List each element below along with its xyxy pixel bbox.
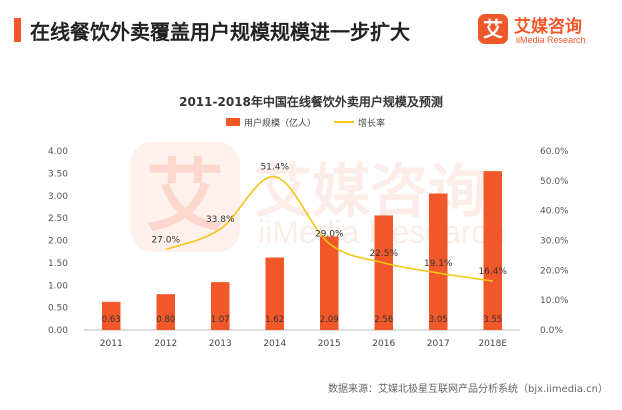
growth-label: 19.1% xyxy=(424,259,453,269)
growth-label: 33.8% xyxy=(206,215,235,225)
y-tick-label: 3.50 xyxy=(48,169,68,179)
bar-value-label: 1.62 xyxy=(265,315,284,325)
x-tick-label: 2018E xyxy=(478,339,507,349)
bar-value-label: 2.09 xyxy=(320,315,339,325)
y2-tick-label: 50.0% xyxy=(540,177,569,187)
growth-label: 27.0% xyxy=(151,235,180,245)
growth-line xyxy=(165,175,493,282)
bar-value-label: 3.05 xyxy=(429,315,448,325)
x-tick-label: 2013 xyxy=(209,339,232,349)
bar xyxy=(210,282,230,330)
title-accent-bar xyxy=(14,18,21,42)
bar-value-label: 1.07 xyxy=(211,315,230,325)
logo-mark-icon: 艾 xyxy=(478,14,508,44)
growth-label: 29.0% xyxy=(315,229,344,239)
bar-value-label: 3.55 xyxy=(483,315,502,325)
x-tick-label: 2017 xyxy=(427,339,450,349)
x-tick-label: 2014 xyxy=(263,339,286,349)
y-tick-label: 2.50 xyxy=(48,214,68,224)
y2-tick-label: 30.0% xyxy=(540,237,569,247)
bar xyxy=(265,257,285,330)
growth-label: 16.4% xyxy=(478,267,507,277)
y2-tick-label: 40.0% xyxy=(540,207,569,217)
bar xyxy=(319,236,339,330)
legend-line-swatch xyxy=(334,121,354,123)
page-title: 在线餐饮外卖覆盖用户规模规模进一步扩大 xyxy=(30,20,410,44)
bar xyxy=(483,171,503,330)
growth-label: 22.5% xyxy=(369,249,398,259)
y-tick-label: 2.00 xyxy=(48,237,68,247)
y2-tick-label: 10.0% xyxy=(540,296,569,306)
y2-tick-label: 0.0% xyxy=(540,326,563,336)
bar xyxy=(156,294,176,330)
x-tick-label: 2016 xyxy=(372,339,395,349)
y-tick-label: 1.00 xyxy=(48,281,68,291)
y-tick-label: 0.50 xyxy=(48,304,68,314)
x-tick-label: 2012 xyxy=(154,339,177,349)
bar-value-label: 0.80 xyxy=(156,315,175,325)
legend-bar-label: 用户规模（亿人） xyxy=(244,119,317,129)
bar-value-label: 0.63 xyxy=(102,315,121,325)
x-tick-label: 2015 xyxy=(318,339,341,349)
bar-value-label: 2.56 xyxy=(374,315,393,325)
data-source: 数据来源：艾媒北极星互联网产品分析系统（bjx.iimedia.cn） xyxy=(328,384,608,395)
logo-subtitle: iiMedia Research xyxy=(516,35,586,45)
chart-title: 2011-2018年中国在线餐饮外卖用户规模及预测 xyxy=(179,95,443,109)
y-tick-label: 4.00 xyxy=(48,147,68,157)
chart-legend: 用户规模（亿人） 增长率 xyxy=(0,115,622,129)
y-tick-label: 1.50 xyxy=(48,259,68,269)
logo-name: 艾媒咨询 xyxy=(514,17,582,37)
x-tick-label: 2011 xyxy=(100,339,123,349)
legend-bar-swatch xyxy=(226,118,240,126)
y2-tick-label: 20.0% xyxy=(540,266,569,276)
brand-logo: 艾 艾媒咨询 iiMedia Research xyxy=(478,10,608,52)
y-tick-label: 3.00 xyxy=(48,192,68,202)
growth-label: 51.4% xyxy=(260,163,289,173)
bar xyxy=(428,193,448,330)
bar xyxy=(374,215,394,330)
y-tick-label: 0.00 xyxy=(48,326,68,336)
y2-tick-label: 60.0% xyxy=(540,147,569,157)
legend-line-label: 增长率 xyxy=(358,119,386,129)
bar xyxy=(101,301,121,330)
header: 在线餐饮外卖覆盖用户规模规模进一步扩大 艾 艾媒咨询 iiMedia Resea… xyxy=(0,0,622,58)
